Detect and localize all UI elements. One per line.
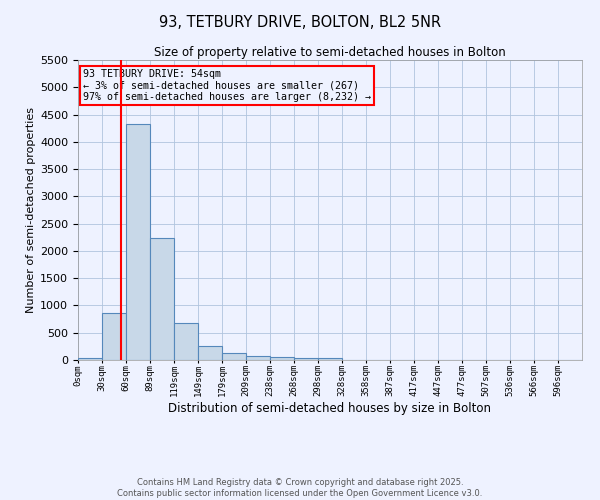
Text: 93 TETBURY DRIVE: 54sqm
← 3% of semi-detached houses are smaller (267)
97% of se: 93 TETBURY DRIVE: 54sqm ← 3% of semi-det… [83, 69, 371, 102]
Bar [198, 346, 222, 360]
Title: Size of property relative to semi-detached houses in Bolton: Size of property relative to semi-detach… [154, 46, 506, 59]
Bar [102, 313, 126, 360]
Bar [126, 124, 150, 360]
Y-axis label: Number of semi-detached properties: Number of semi-detached properties [26, 107, 36, 313]
Bar [246, 356, 270, 360]
Bar [294, 358, 318, 360]
Bar [174, 323, 198, 360]
Text: 93, TETBURY DRIVE, BOLTON, BL2 5NR: 93, TETBURY DRIVE, BOLTON, BL2 5NR [159, 15, 441, 30]
Bar [318, 358, 342, 360]
Bar [270, 356, 294, 360]
Bar [150, 238, 174, 360]
Bar [78, 358, 102, 360]
X-axis label: Distribution of semi-detached houses by size in Bolton: Distribution of semi-detached houses by … [169, 402, 491, 415]
Text: Contains HM Land Registry data © Crown copyright and database right 2025.
Contai: Contains HM Land Registry data © Crown c… [118, 478, 482, 498]
Bar [222, 354, 246, 360]
